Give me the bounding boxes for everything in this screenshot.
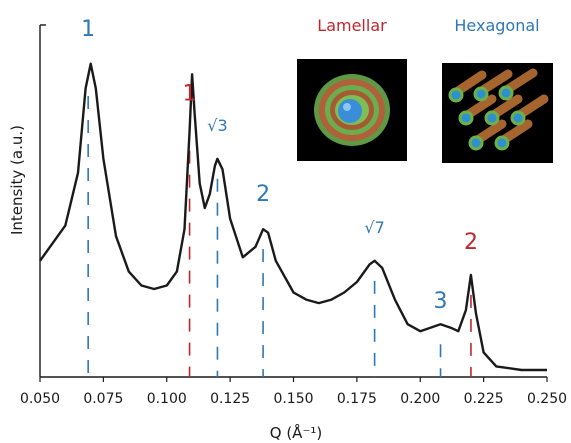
x-tick-label: 0.100	[147, 391, 187, 407]
x-tick-label: 0.050	[20, 391, 60, 407]
x-tick-label: 0.175	[337, 391, 377, 407]
inset-hexagonal: Hexagonal	[442, 16, 553, 163]
intensity-curve	[39, 62, 547, 372]
peak-label-hexagonal: 1	[81, 17, 95, 42]
x-ticks: 0.050 0.075 0.100 0.125 0.150 0.175 0.200 0.225…	[20, 377, 567, 407]
peak-label-lamellar: 1	[183, 82, 197, 107]
inset-lamellar-title: Lamellar	[317, 16, 387, 35]
x-tick-label: 0.225	[464, 391, 504, 407]
x-tick-label: 0.075	[83, 391, 123, 407]
peak-labels: 1 1 √3 2 √7 3 2	[81, 17, 478, 314]
x-tick-label: 0.125	[210, 391, 250, 407]
x-tick-label: 0.250	[527, 391, 567, 407]
lamellar-vesicle-icon	[297, 59, 407, 161]
x-axis-title: Q (Å⁻¹)	[270, 423, 322, 442]
x-tick-label: 0.150	[273, 391, 313, 407]
hexagonal-cylinders-icon	[442, 63, 553, 163]
y-axis-title: Intensity (a.u.)	[8, 125, 26, 235]
peak-label-lamellar: 2	[464, 230, 478, 255]
inset-hexagonal-title: Hexagonal	[454, 16, 539, 35]
inset-lamellar: Lamellar	[297, 16, 407, 161]
peak-label-hexagonal: √7	[364, 218, 384, 237]
peak-label-hexagonal: 3	[434, 289, 448, 314]
peak-label-hexagonal: √3	[207, 116, 227, 135]
peak-markers	[87, 96, 472, 377]
x-tick-label: 0.200	[400, 391, 440, 407]
peak-label-hexagonal: 2	[256, 182, 270, 207]
